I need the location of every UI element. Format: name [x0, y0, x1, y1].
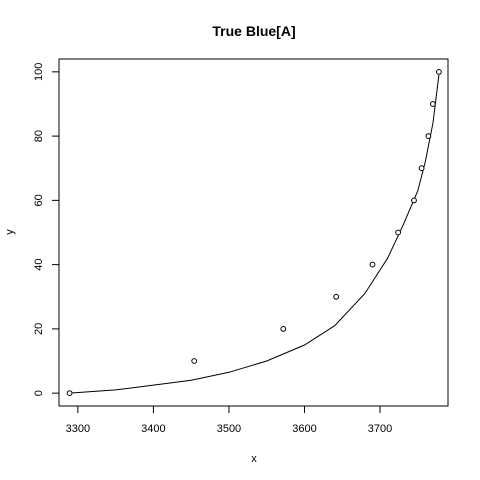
y-tick-label: 80	[33, 130, 45, 142]
data-point	[411, 197, 417, 204]
plot-frame	[58, 58, 449, 407]
x-tick-label: 3500	[217, 423, 241, 435]
x-tick-label: 3600	[292, 423, 316, 435]
y-tick-label: 0	[33, 390, 45, 396]
data-point	[425, 133, 432, 140]
x-tick-label: 3700	[368, 423, 392, 435]
data-point	[280, 326, 287, 332]
x-tick-label: 3300	[66, 423, 90, 435]
y-tick-label: 20	[33, 323, 45, 335]
data-point	[333, 293, 340, 300]
data-point	[191, 358, 198, 364]
data-points-layer	[66, 69, 442, 397]
data-point	[66, 390, 73, 397]
y-tick-label: 60	[33, 194, 45, 206]
data-point	[430, 101, 436, 107]
x-tick-label: 3400	[141, 423, 165, 435]
y-axis: 0 20 40 60 80 100	[33, 63, 60, 396]
fitted-curve-layer	[69, 75, 440, 394]
chart-title: True Blue[A]	[212, 23, 295, 39]
data-point	[436, 69, 442, 75]
y-axis-label: y	[4, 229, 16, 235]
x-axis: 3300 3400 3500 3600 3700	[66, 405, 392, 435]
data-point	[395, 229, 402, 236]
data-point	[418, 165, 425, 172]
y-tick-label: 40	[33, 259, 45, 271]
x-axis-label: x	[251, 453, 257, 465]
fitted-curve-line	[69, 75, 440, 394]
y-tick-label: 100	[33, 63, 45, 81]
data-point	[369, 261, 376, 268]
